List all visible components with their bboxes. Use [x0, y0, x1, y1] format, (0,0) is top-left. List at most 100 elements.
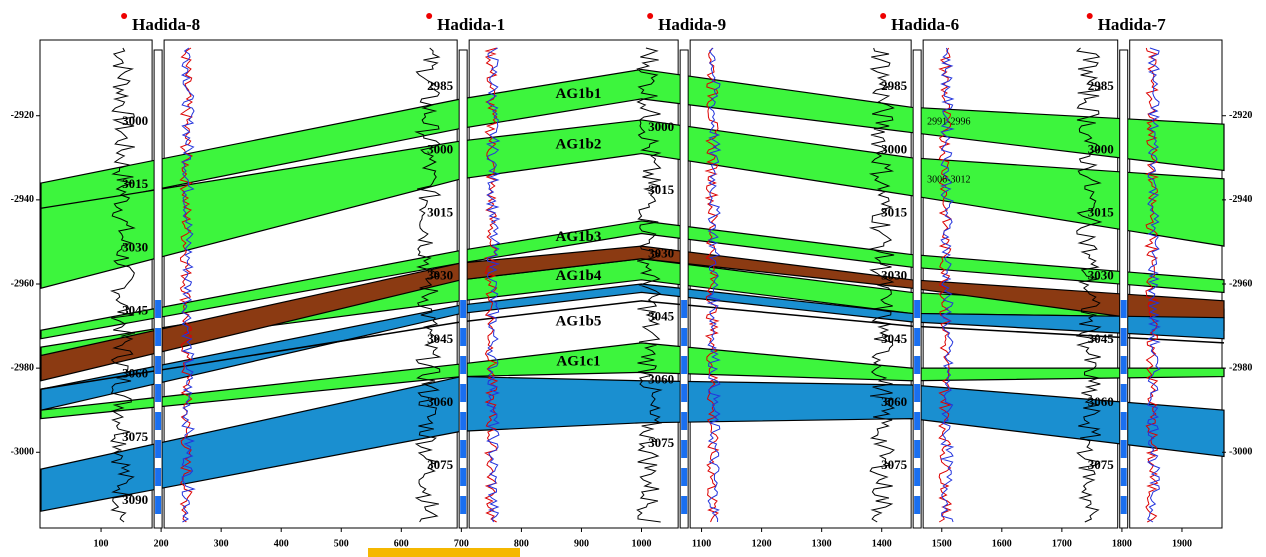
md-tick-label: 3000 [122, 113, 148, 128]
md-tick-label: 3075 [122, 429, 149, 444]
md-tick-label: 3060 [881, 394, 907, 409]
x-tick-label: 1300 [812, 538, 832, 549]
well-name: Hadida-6 [891, 15, 959, 34]
well-name: Hadida-8 [132, 15, 200, 34]
x-tick-label: 600 [394, 538, 409, 549]
well-interval [681, 412, 687, 430]
y-tick-label: -3000 [11, 447, 34, 458]
well-interval [914, 328, 920, 346]
md-tick-label: 3030 [648, 245, 674, 260]
well-interval [155, 496, 161, 514]
md-tick-label: 3045 [1088, 331, 1115, 346]
x-tick-label: 1200 [752, 538, 772, 549]
x-tick-label: 300 [214, 538, 229, 549]
md-tick-label: 3045 [881, 331, 908, 346]
well-interval [1121, 356, 1127, 374]
md-tick-label: 2985 [881, 78, 908, 93]
well-interval [460, 300, 466, 318]
well-marker [121, 13, 127, 19]
well-marker [1087, 13, 1093, 19]
y-tick-label: -2980 [1229, 362, 1252, 373]
x-tick-label: 100 [94, 538, 109, 549]
well-interval [155, 440, 161, 458]
md-tick-label: 3075 [427, 457, 454, 472]
x-tick-label: 1600 [992, 538, 1012, 549]
well-interval [681, 356, 687, 374]
md-tick-label: 3015 [1088, 204, 1115, 219]
y-tick-label: -2940 [11, 194, 34, 205]
x-tick-label: 700 [454, 538, 469, 549]
y-tick-label: -2940 [1229, 194, 1252, 205]
well-interval [460, 384, 466, 402]
x-tick-label: 1700 [1052, 538, 1072, 549]
x-tick-label: 1100 [692, 538, 711, 549]
well-interval [681, 300, 687, 318]
perforation-note: 2991-2996 [927, 116, 970, 127]
x-tick-label: 1400 [872, 538, 892, 549]
well-interval [1121, 468, 1127, 486]
md-tick-label: 3030 [1088, 268, 1114, 283]
highlight-bar [368, 548, 520, 557]
md-tick-label: 3015 [881, 204, 908, 219]
x-tick-label: 1800 [1112, 538, 1132, 549]
x-tick-label: 500 [334, 538, 349, 549]
md-tick-label: 3045 [427, 331, 454, 346]
well-interval [914, 412, 920, 430]
x-tick-label: 1000 [632, 538, 652, 549]
well-interval [681, 384, 687, 402]
md-tick-label: 3060 [122, 366, 148, 381]
well-interval [914, 496, 920, 514]
y-tick-label: -2920 [11, 110, 34, 121]
well-interval [460, 440, 466, 458]
x-tick-label: 900 [574, 538, 589, 549]
well-marker [880, 13, 886, 19]
well-interval [1121, 328, 1127, 346]
well-marker [647, 13, 653, 19]
md-tick-label: 3000 [427, 141, 453, 156]
well-interval [460, 356, 466, 374]
md-tick-label: 3000 [1088, 141, 1114, 156]
layer-label: AG1b2 [556, 136, 602, 152]
layer-label: AG1b1 [556, 86, 602, 102]
md-tick-label: 3060 [1088, 394, 1114, 409]
md-tick-label: 3030 [122, 239, 148, 254]
well-interval [155, 328, 161, 346]
md-tick-label: 3030 [881, 268, 907, 283]
well-interval [1121, 384, 1127, 402]
well-interval [155, 300, 161, 318]
well-interval [460, 328, 466, 346]
y-tick-label: -2960 [1229, 278, 1252, 289]
md-tick-label: 3075 [881, 457, 908, 472]
well-interval [914, 384, 920, 402]
x-tick-label: 1900 [1172, 538, 1192, 549]
md-tick-label: 3045 [648, 308, 675, 323]
y-tick-label: -2960 [11, 278, 34, 289]
md-tick-label: 3015 [648, 182, 675, 197]
md-tick-label: 3060 [427, 394, 453, 409]
y-tick-label: -2920 [1229, 110, 1252, 121]
well-interval [1121, 496, 1127, 514]
layer-label: AG1b4 [556, 268, 602, 284]
y-tick-label: -3000 [1229, 447, 1252, 458]
perforation-note: 3006-3012 [927, 174, 970, 185]
well-interval [155, 468, 161, 486]
well-interval [1121, 440, 1127, 458]
x-tick-label: 800 [514, 538, 529, 549]
md-tick-label: 3015 [122, 176, 149, 191]
cross-section: AG1b5AG1b1AG1b2AG1b3AG1b4AG1c1Hadida-830… [0, 0, 1266, 557]
well-name: Hadida-1 [437, 15, 505, 34]
well-interval [914, 468, 920, 486]
md-tick-label: 3075 [1088, 457, 1115, 472]
horizon-label: AG1b5 [556, 314, 602, 330]
well-interval [460, 468, 466, 486]
well-interval [155, 356, 161, 374]
layer-label: AG1b3 [556, 229, 602, 245]
well-marker [426, 13, 432, 19]
well-interval [681, 496, 687, 514]
well-interval [681, 328, 687, 346]
well-interval [914, 440, 920, 458]
well-interval [155, 412, 161, 430]
well-interval [155, 384, 161, 402]
well-interval [460, 412, 466, 430]
well-name: Hadida-7 [1098, 15, 1167, 34]
